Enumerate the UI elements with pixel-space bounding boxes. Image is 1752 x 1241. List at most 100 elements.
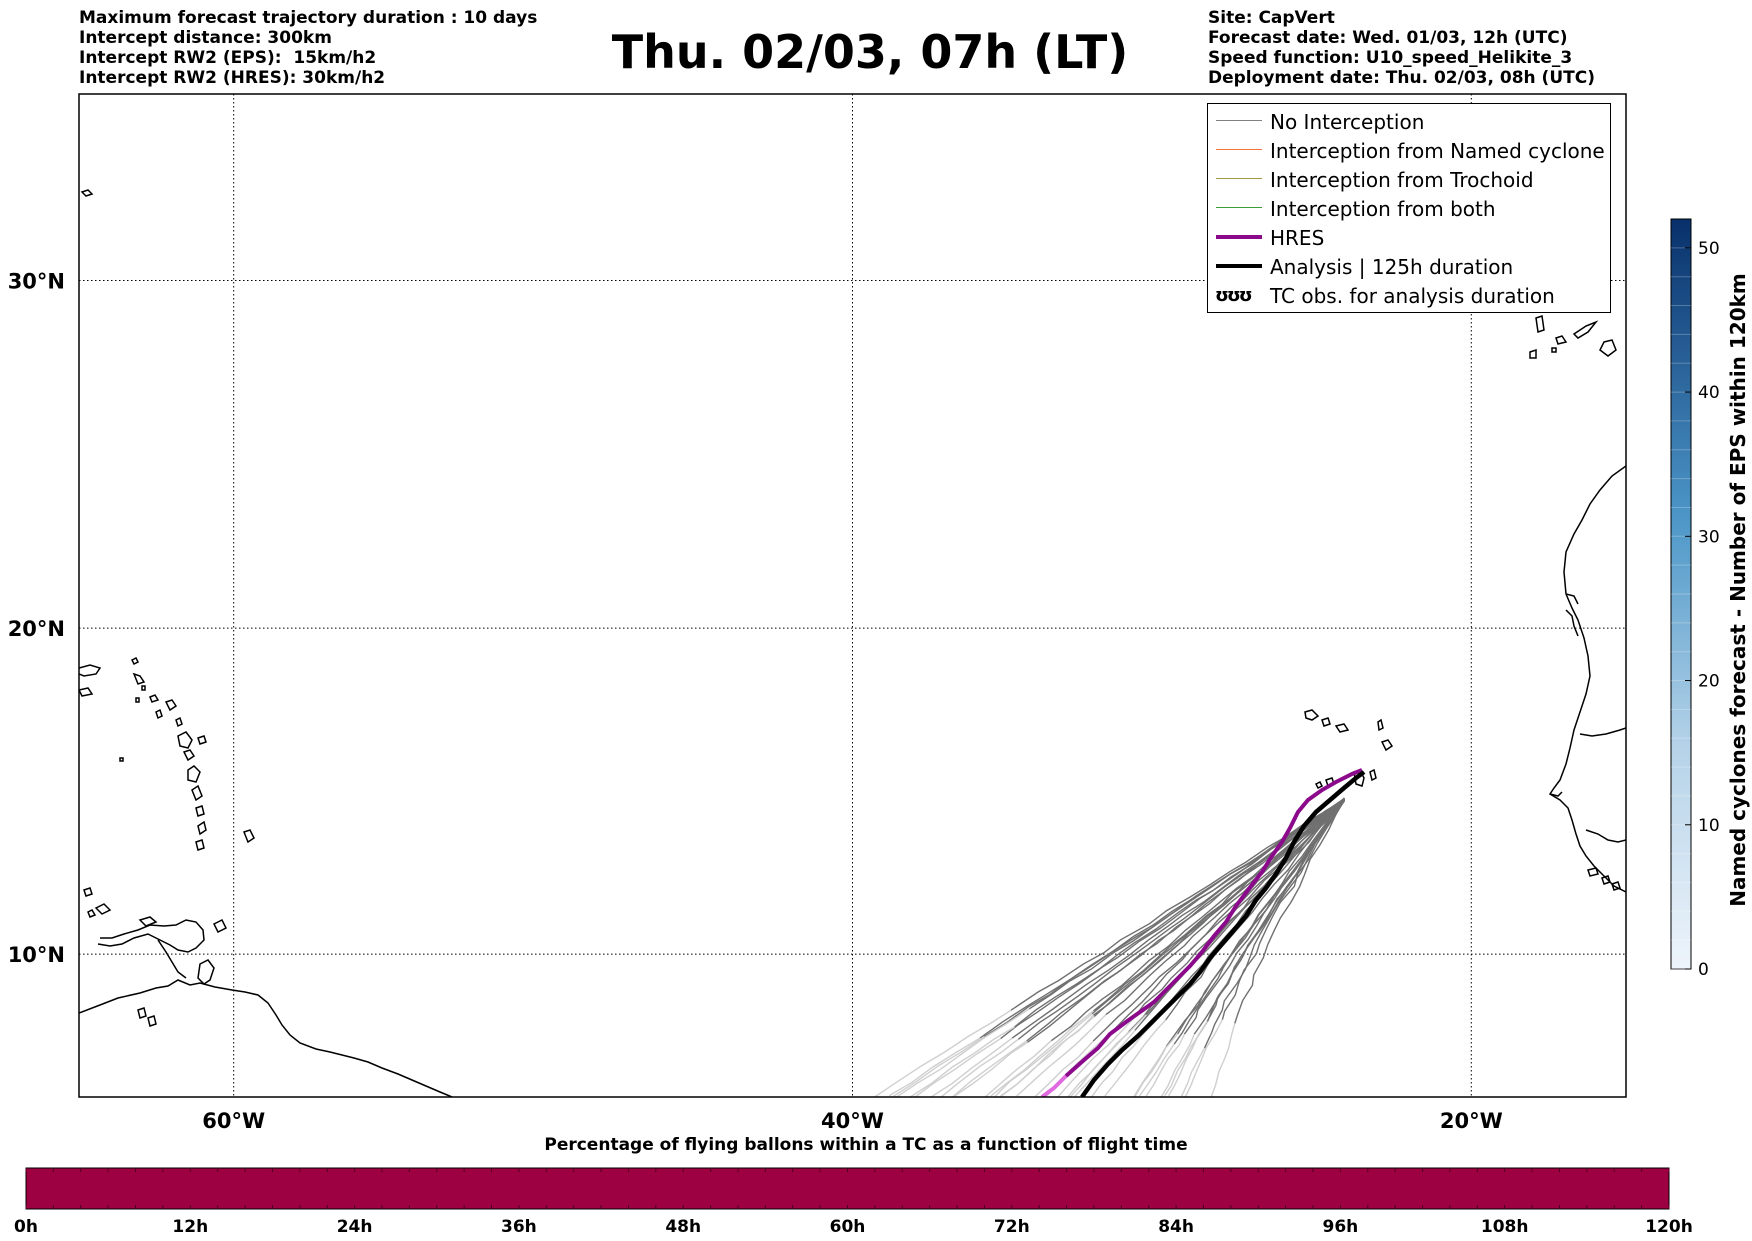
legend-label: Interception from both [1270,197,1496,221]
island-boa-vista [1380,739,1394,752]
map-content [79,94,1626,1097]
eps-trajectory-faded [940,1038,1019,1097]
eps-trajectory-faded [1056,1016,1135,1097]
header-site: Site: CapVert [1208,8,1335,28]
island-maio [1369,768,1377,782]
colorbar-right-bands [1671,247,1691,970]
eps-trajectory [1234,799,1346,1024]
colorbar-bottom-tick-label: 96h [1323,1217,1359,1237]
island-hispaniola-tip [79,687,94,697]
eps-trajectory-faded [1133,1033,1179,1097]
coastline-guinea [1585,829,1626,843]
island-small-1 [119,757,124,762]
eps-trajectory-faded [914,1038,1001,1097]
eps-trajectory-faded [1104,1019,1167,1097]
colorbar-right-ticks: 0 10 20 30 40 50 [1685,239,1720,980]
eps-trajectories-faded [874,1008,1236,1097]
eps-trajectory [1028,798,1345,1010]
eps-trajectory-faded [1210,1023,1236,1097]
header-left: Maximum forecast trajectory duration : 1… [79,8,537,88]
legend-swatch-analysis [1216,264,1262,268]
colorbar-right-gradient [1670,218,1692,970]
colorbar-bottom-tick-label: 36h [501,1217,537,1237]
island-guadeloupe-small [155,708,163,720]
coastline-venezuela [97,919,205,953]
eps-trajectory-faded [1167,1035,1199,1097]
colorbar-bottom-tick-label: 48h [665,1217,701,1237]
header-deployment-date: Deployment date: Thu. 02/03, 08h (UTC) [1208,68,1595,88]
island-santo-antao [1304,709,1320,721]
eps-trajectory-faded [1138,1043,1175,1097]
lat-tick-label: 30°N [8,270,65,294]
island-la-palma [1535,315,1545,333]
island-sao-vicente [1321,717,1331,727]
coastline-trinidad [197,959,215,985]
coastline-south-america [79,979,453,1097]
island-anguilla [149,694,160,703]
island-tiny-6 [137,1007,147,1019]
colorbar-bottom-bar [25,1167,1670,1210]
island-lanzarote [1551,347,1557,353]
island-brava [1314,780,1324,790]
legend-entry-trochoid: Interception from Trochoid [1208,166,1610,195]
trajectory-layer [874,768,1366,1097]
colorbar-bottom-tick-label: 0h [14,1217,38,1237]
eps-trajectory-faded [1090,1018,1158,1097]
header-forecast-date: Forecast date: Wed. 01/03, 12h (UTC) [1208,28,1568,48]
island-el-hierro [1529,348,1537,359]
island-sao-nicolau [1334,723,1350,733]
island-gran-canaria [1599,339,1617,357]
hres-trajectory-faded [1040,1074,1068,1097]
eps-trajectory-faded [874,1009,1012,1097]
eps-trajectory-faded [1160,1033,1195,1097]
eps-trajectory-faded [990,1010,1094,1097]
island-dominica [182,749,196,762]
eps-trajectory-faded [1180,1047,1206,1097]
legend-entry-hres: HRES [1208,224,1610,253]
coastline-west-africa [1548,465,1626,893]
island-barbados [243,829,255,844]
island-antigua [164,699,178,712]
island-small-3 [83,887,93,897]
eps-trajectory-faded [931,1037,1013,1097]
island-tenerife [1555,335,1568,345]
colorbar-bottom-tick-label: 60h [830,1217,866,1237]
coastline-mauritania-bay [1565,609,1579,637]
longitude-tick-labels: 60°W 40°W 20°W [202,1109,1502,1133]
island-st-vincent [195,805,205,817]
eps-trajectory [1026,799,1345,1042]
colorbar-bottom-tick-label: 84h [1158,1217,1194,1237]
legend-entry-tc-obs: ʊʊʊ TC obs. for analysis duration [1208,282,1610,311]
eps-trajectory [1221,799,1346,1020]
header-intercept-distance: Intercept distance: 300km [79,28,332,48]
eps-trajectory-faded [1035,1040,1094,1097]
island-bermuda-like [80,189,94,197]
eps-trajectory-faded [909,1026,1015,1097]
coastline-gambia-senegal [1579,727,1626,737]
eps-trajectory-faded [984,1040,1052,1097]
colorbar-bottom: Percentage of flying ballons within a TC… [14,1135,1693,1237]
coastline-orinoco [157,939,187,979]
island-martinique [187,765,201,783]
eps-trajectory-faded [1016,1014,1107,1097]
island-virgin [132,672,146,685]
island-st-lucia [191,784,203,802]
eps-trajectories [979,797,1346,1049]
page-title: Thu. 02/03, 07h (LT) [611,25,1129,79]
island-aruba [87,909,97,918]
eps-trajectory [1000,798,1345,1040]
legend-entry-named-cyclone: Interception from Named cyclone [1208,137,1610,166]
colorbar-right-tick-label: 0 [1698,960,1709,980]
colorbar-right: 0 10 20 30 40 50 Named cyclones forecast - Nu… [1670,218,1750,980]
header-intercept-eps: Intercept RW2 (EPS): 15km/h2 [79,48,377,68]
eps-trajectory-faded [1073,1029,1136,1097]
island-guadeloupe [177,731,193,749]
eps-trajectory [1105,799,1345,1016]
island-tiny-5 [147,1015,157,1027]
eps-trajectory-faded [1000,1014,1094,1097]
eps-trajectory-faded [1184,1019,1224,1097]
coastline-cap-vert [1549,791,1563,797]
eps-trajectory-faded [1164,1020,1208,1096]
island-small-2 [141,685,146,691]
island-tiny-7 [135,697,140,703]
